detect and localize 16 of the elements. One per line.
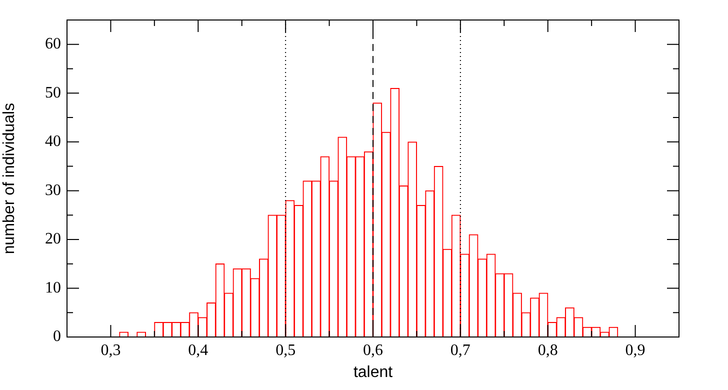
y-tick-label: 60 <box>45 36 61 53</box>
y-tick-label: 0 <box>53 328 61 346</box>
x-tick-label: 0,6 <box>363 342 383 359</box>
y-tick-label: 20 <box>45 230 61 248</box>
x-tick-label: 0,3 <box>100 342 121 359</box>
y-tick-label: 40 <box>45 133 61 150</box>
x-tick-label: 0,9 <box>625 342 646 359</box>
x-tick-label: 0,8 <box>538 342 558 359</box>
y-axis-title: number of individuals <box>1 102 18 254</box>
x-axis-title: talent <box>353 364 394 381</box>
y-tick-label: 30 <box>45 182 61 199</box>
x-tick-label: 0,4 <box>188 342 208 359</box>
y-tick-label: 10 <box>45 279 61 296</box>
x-tick-label: 0,5 <box>276 342 296 359</box>
x-tick-label: 0,7 <box>450 342 470 359</box>
y-tick-label: 50 <box>45 84 61 102</box>
